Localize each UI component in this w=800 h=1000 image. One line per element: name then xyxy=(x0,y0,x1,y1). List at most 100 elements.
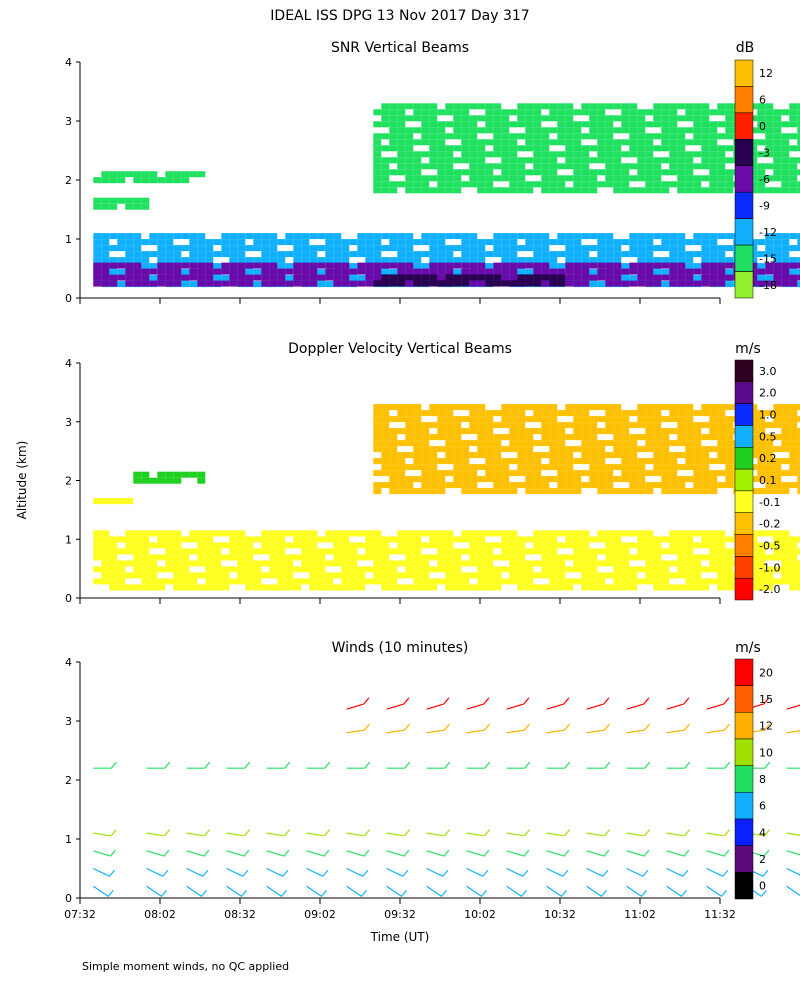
echo-cell xyxy=(613,578,622,585)
echo-cell xyxy=(493,410,502,417)
echo-cell xyxy=(189,239,198,246)
echo-cell xyxy=(469,245,478,252)
echo-cell xyxy=(653,584,662,591)
echo-cell xyxy=(141,263,150,270)
echo-cell xyxy=(373,410,382,417)
echo-cell xyxy=(445,157,454,164)
echo-cell xyxy=(509,482,518,489)
echo-cell xyxy=(693,446,702,453)
echo-cell xyxy=(637,133,646,140)
echo-cell xyxy=(797,470,800,477)
echo-cell xyxy=(525,404,534,411)
echo-cell xyxy=(573,169,582,176)
echo-cell xyxy=(629,464,638,471)
echo-cell xyxy=(397,536,406,543)
echo-cell xyxy=(613,566,622,573)
echo-cell xyxy=(181,233,190,240)
echo-cell xyxy=(645,530,654,537)
echo-cell xyxy=(517,560,526,567)
echo-cell xyxy=(589,109,598,116)
echo-cell xyxy=(613,127,622,134)
echo-cell xyxy=(549,115,558,122)
echo-cell xyxy=(781,548,790,555)
echo-cell xyxy=(453,548,462,555)
echo-cell xyxy=(629,542,638,549)
echo-cell xyxy=(749,584,758,591)
echo-cell xyxy=(405,233,414,240)
echo-cell xyxy=(437,416,446,423)
echo-cell xyxy=(501,169,510,176)
echo-cell xyxy=(237,268,246,275)
echo-cell xyxy=(581,536,590,543)
colorbar-label: 2.0 xyxy=(759,387,777,400)
echo-cell xyxy=(389,482,398,489)
echo-cell xyxy=(445,109,454,116)
echo-cell xyxy=(797,145,800,152)
echo-cell xyxy=(637,187,646,194)
echo-cell xyxy=(629,578,638,585)
echo-cell xyxy=(677,482,686,489)
echo-cell xyxy=(341,280,350,287)
echo-cell xyxy=(597,151,606,158)
echo-cell xyxy=(693,263,702,270)
echo-cell xyxy=(365,542,374,549)
echo-cell xyxy=(773,121,782,128)
echo-cell xyxy=(381,422,390,429)
echo-cell xyxy=(485,428,494,435)
echo-cell xyxy=(461,245,470,252)
echo-cell xyxy=(477,274,486,281)
echo-cell xyxy=(693,476,702,483)
echo-cell xyxy=(477,251,486,258)
echo-cell xyxy=(749,262,758,269)
echo-cell xyxy=(565,139,574,146)
echo-cell xyxy=(605,572,614,579)
echo-cell xyxy=(677,163,686,170)
echo-cell xyxy=(645,566,654,573)
echo-cell xyxy=(317,269,326,276)
echo-cell xyxy=(781,157,790,164)
echo-cell xyxy=(509,239,518,246)
echo-cell xyxy=(509,121,518,128)
echo-cell xyxy=(597,181,606,188)
echo-cell xyxy=(653,257,662,264)
echo-cell xyxy=(637,257,646,264)
echo-cell xyxy=(581,440,590,447)
echo-cell xyxy=(453,103,462,110)
echo-cell xyxy=(637,121,646,128)
echo-cell xyxy=(165,554,174,561)
echo-cell xyxy=(725,446,734,453)
echo-cell xyxy=(389,488,398,495)
echo-cell xyxy=(773,530,782,537)
echo-cell xyxy=(245,542,254,549)
echo-cell xyxy=(533,115,542,122)
echo-cell xyxy=(613,175,622,182)
echo-cell xyxy=(389,548,398,555)
echo-cell xyxy=(93,280,102,287)
echo-cell xyxy=(637,566,646,573)
echo-cell xyxy=(669,530,678,537)
echo-cell xyxy=(341,584,350,591)
echo-cell xyxy=(757,151,766,158)
echo-cell xyxy=(405,103,414,110)
echo-cell xyxy=(213,263,222,270)
echo-cell xyxy=(653,464,662,471)
echo-cell xyxy=(381,245,390,252)
echo-cell xyxy=(317,572,326,579)
echo-cell xyxy=(549,584,558,591)
echo-cell xyxy=(357,578,366,585)
echo-cell xyxy=(341,548,350,555)
colorbar-label: -18 xyxy=(759,279,777,292)
echo-cell xyxy=(109,203,118,210)
echo-cell xyxy=(397,127,406,134)
echo-cell xyxy=(581,187,590,194)
echo-cell xyxy=(381,133,390,140)
echo-cell xyxy=(173,262,182,269)
echo-cell xyxy=(453,536,462,543)
echo-cell xyxy=(693,578,702,585)
echo-cell xyxy=(581,280,590,287)
echo-cell xyxy=(493,566,502,573)
echo-cell xyxy=(485,151,494,158)
echo-cell xyxy=(565,121,574,128)
echo-cell xyxy=(613,572,622,579)
